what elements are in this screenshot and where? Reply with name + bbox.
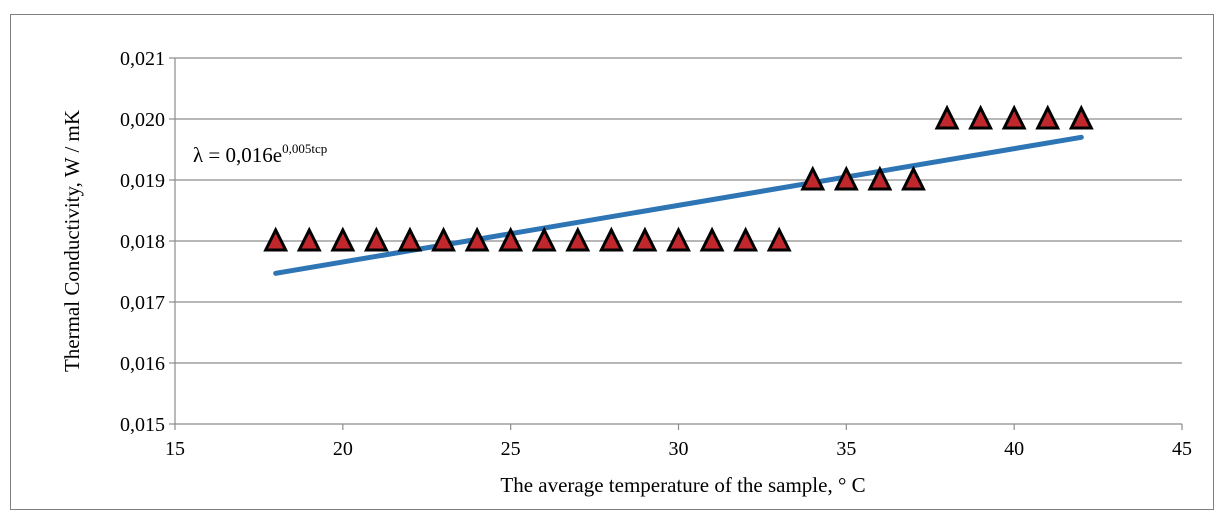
y-tick-label: 0,018 xyxy=(120,231,165,253)
axes: 0,015 0,016 0,017 0,018 0,019 0,020 0,021 15 20 2… xyxy=(120,48,1192,460)
data-point xyxy=(1035,104,1061,130)
y-tick-label: 0,017 xyxy=(120,292,165,314)
data-point xyxy=(263,226,289,252)
x-tick-label: 15 xyxy=(165,438,185,460)
x-axis-title: The average temperature of the sample, °… xyxy=(500,473,865,497)
data-point xyxy=(397,226,423,252)
data-point xyxy=(800,165,826,191)
data-point xyxy=(632,226,658,252)
data-point xyxy=(699,226,725,252)
data-point xyxy=(531,226,557,252)
data-point xyxy=(363,226,389,252)
x-tick-label: 20 xyxy=(333,438,353,460)
data-point xyxy=(934,104,960,130)
data-point xyxy=(901,165,926,191)
data-point xyxy=(968,104,994,130)
x-tick-label: 40 xyxy=(1004,438,1024,460)
x-tick-label: 45 xyxy=(1172,438,1192,460)
data-point xyxy=(833,165,859,191)
equation-base: λ = 0,016e xyxy=(193,143,282,167)
data-point xyxy=(498,226,524,252)
y-tick-label: 0,019 xyxy=(120,170,165,192)
y-tick-label: 0,015 xyxy=(120,414,165,436)
data-points xyxy=(263,104,1094,252)
gridlines xyxy=(175,57,1182,364)
x-tick-label: 35 xyxy=(836,438,856,460)
data-point xyxy=(666,226,691,252)
x-tick-label: 25 xyxy=(501,438,521,460)
data-point xyxy=(330,226,356,252)
chart-frame xyxy=(10,14,1214,510)
y-tick-label: 0,021 xyxy=(120,48,165,70)
y-axis-title: Thermal Conductivity, W / mK xyxy=(60,110,84,372)
equation-exponent: 0,005tcp xyxy=(282,141,327,156)
trendline-equation: λ = 0,016e0,005tcp xyxy=(193,141,327,167)
data-point xyxy=(867,165,893,191)
y-tick-label: 0,020 xyxy=(120,109,165,131)
data-point xyxy=(431,226,456,252)
data-point xyxy=(565,226,591,252)
data-point xyxy=(598,226,624,252)
x-tick-label: 30 xyxy=(669,438,689,460)
data-point xyxy=(1068,104,1094,130)
data-point xyxy=(733,226,759,252)
data-point xyxy=(766,226,792,252)
y-tick-label: 0,016 xyxy=(120,353,165,375)
data-point xyxy=(296,226,322,252)
trendline-layer xyxy=(273,134,1084,276)
data-point xyxy=(464,226,490,252)
trendline xyxy=(273,134,1084,276)
data-point xyxy=(1001,104,1027,130)
